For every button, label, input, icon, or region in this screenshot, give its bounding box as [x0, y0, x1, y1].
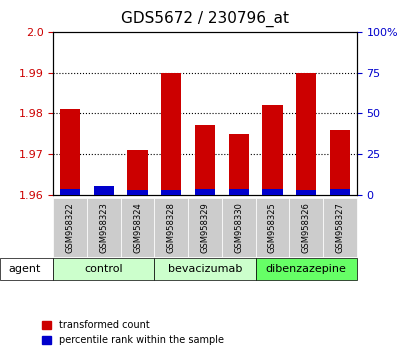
Text: dibenzazepine: dibenzazepine [265, 264, 346, 274]
Text: bevacizumab: bevacizumab [167, 264, 242, 274]
Text: GSM958330: GSM958330 [234, 202, 243, 253]
Bar [60, 189, 80, 195]
Bar [329, 189, 349, 195]
Text: GSM958324: GSM958324 [133, 202, 142, 253]
Bar [295, 73, 315, 195]
Text: agent: agent [8, 264, 40, 274]
Bar [194, 125, 215, 195]
Bar [295, 190, 315, 195]
Text: GSM958327: GSM958327 [335, 202, 344, 253]
Bar [127, 150, 147, 195]
Bar [228, 189, 248, 195]
Bar [94, 186, 114, 195]
Bar [329, 130, 349, 195]
Bar [262, 105, 282, 195]
Bar [228, 133, 248, 195]
Bar [194, 189, 215, 195]
Text: GSM958329: GSM958329 [200, 202, 209, 253]
Bar [161, 73, 181, 195]
Legend: transformed count, percentile rank within the sample: transformed count, percentile rank withi… [38, 316, 227, 349]
Text: GSM958326: GSM958326 [301, 202, 310, 253]
Bar [60, 109, 80, 195]
Text: GSM958322: GSM958322 [65, 202, 74, 253]
Bar [127, 190, 147, 195]
Text: control: control [84, 264, 123, 274]
Bar [262, 189, 282, 195]
Bar [94, 190, 114, 195]
Text: GSM958323: GSM958323 [99, 202, 108, 253]
Text: GDS5672 / 230796_at: GDS5672 / 230796_at [121, 11, 288, 27]
Bar [161, 190, 181, 195]
Text: GSM958325: GSM958325 [267, 202, 276, 253]
Text: GSM958328: GSM958328 [166, 202, 175, 253]
